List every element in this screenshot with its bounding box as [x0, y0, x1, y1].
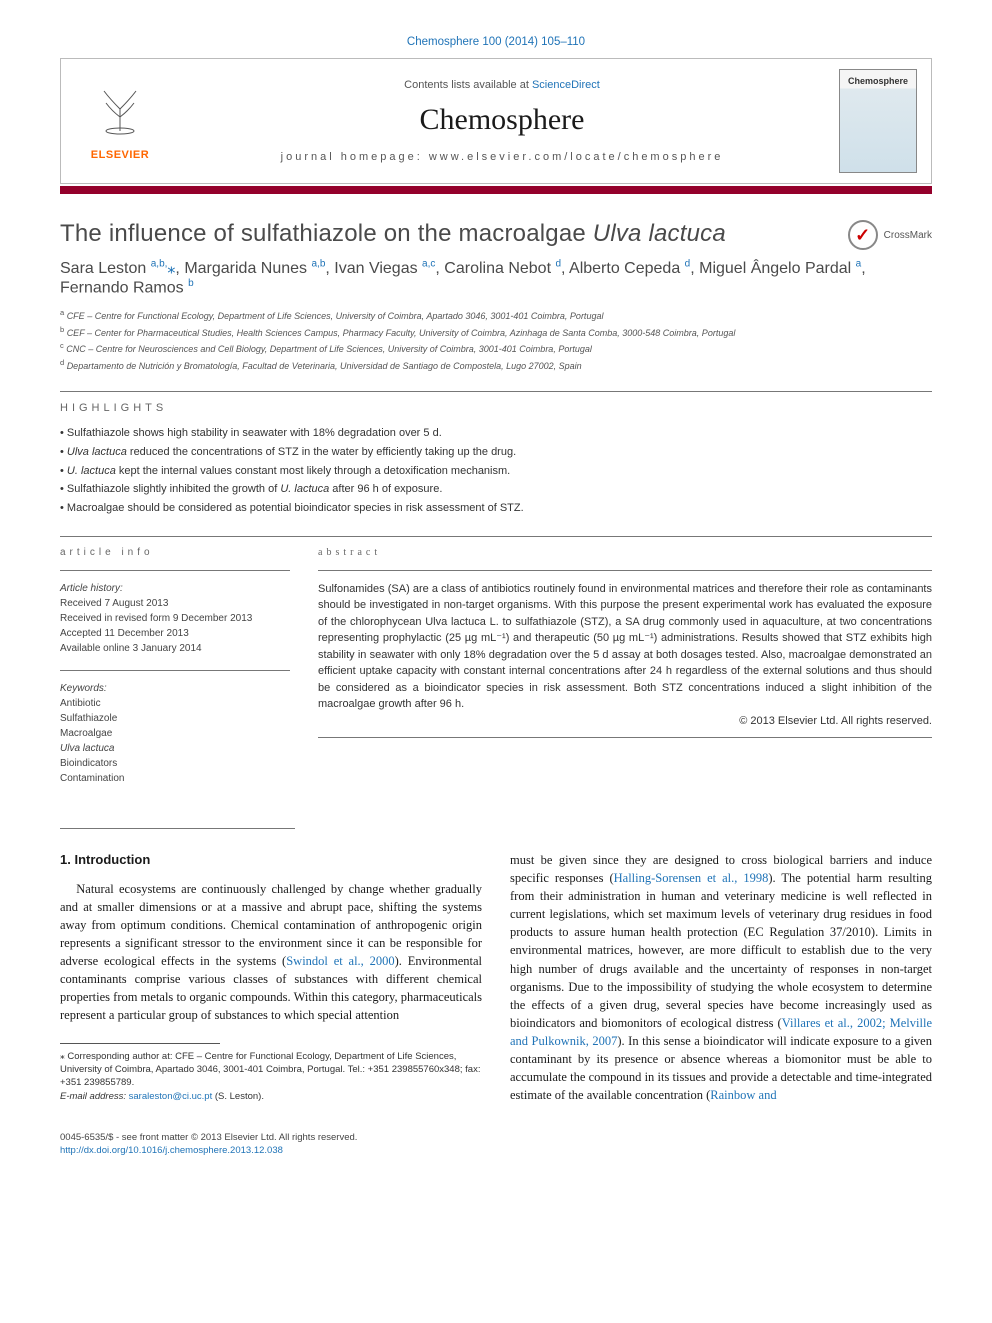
highlight-item: Macroalgae should be considered as poten…: [60, 499, 932, 518]
journal-cover-thumbnail: Chemosphere: [839, 69, 917, 173]
highlight-item: Ulva lactuca reduced the concentrations …: [60, 443, 932, 462]
keyword: Antibiotic: [60, 696, 290, 711]
footnotes: ⁎ Corresponding author at: CFE – Centre …: [60, 1050, 482, 1103]
abstract-label: abstract: [318, 547, 932, 558]
footnote-rule: [60, 1043, 220, 1044]
footer-line: 0045-6535/$ - see front matter © 2013 El…: [60, 1131, 932, 1144]
affiliation: c CNC – Centre for Neurosciences and Cel…: [60, 340, 932, 357]
keyword: Macroalgae: [60, 726, 290, 741]
contents-line: Contents lists available at ScienceDirec…: [165, 79, 839, 91]
affiliation: a CFE – Centre for Functional Ecology, D…: [60, 307, 932, 324]
masthead: ELSEVIER Contents lists available at Sci…: [60, 58, 932, 184]
divider: [318, 737, 932, 738]
citation-link[interactable]: Rainbow and: [710, 1088, 776, 1102]
abstract-copyright: © 2013 Elsevier Ltd. All rights reserved…: [318, 715, 932, 727]
elsevier-label: ELSEVIER: [91, 149, 149, 161]
divider: [60, 828, 295, 829]
keyword: Sulfathiazole: [60, 711, 290, 726]
abstract-text: Sulfonamides (SA) are a class of antibio…: [318, 581, 932, 713]
highlight-item: U. lactuca kept the internal values cons…: [60, 462, 932, 481]
affiliations: a CFE – Centre for Functional Ecology, D…: [60, 307, 932, 373]
divider: [318, 570, 932, 571]
elsevier-tree-icon: [90, 81, 150, 145]
article-title: The influence of sulfathiazole on the ma…: [60, 220, 726, 248]
keywords-label: Keywords:: [60, 681, 290, 696]
article-history: Article history: Received 7 August 2013 …: [60, 581, 290, 656]
authors-line: Sara Leston a,b,⁎, Margarida Nunes a,b, …: [60, 258, 932, 297]
color-bar: [60, 186, 932, 194]
history-item: Received in revised form 9 December 2013: [60, 611, 290, 626]
article-info-label: article info: [60, 547, 290, 558]
divider: [60, 536, 932, 537]
title-plain: The influence of sulfathiazole on the ma…: [60, 220, 593, 247]
elsevier-logo: ELSEVIER: [75, 69, 165, 173]
sciencedirect-link[interactable]: ScienceDirect: [532, 79, 600, 91]
title-species: Ulva lactuca: [593, 220, 726, 247]
history-item: Available online 3 January 2014: [60, 641, 290, 656]
keyword: Contamination: [60, 771, 290, 786]
citation-link[interactable]: Swindol et al., 2000: [286, 954, 394, 968]
highlights-label: highlights: [60, 402, 932, 414]
email-line: E-mail address: saraleston@ci.uc.pt (S. …: [60, 1090, 482, 1103]
highlight-item: Sulfathiazole slightly inhibited the gro…: [60, 480, 932, 499]
crossmark-label: CrossMark: [884, 230, 932, 241]
divider: [60, 570, 290, 571]
affiliation: b CEF – Center for Pharmaceutical Studie…: [60, 324, 932, 341]
paragraph: must be given since they are designed to…: [510, 851, 932, 1105]
highlight-item: Sulfathiazole shows high stability in se…: [60, 424, 932, 443]
journal-title: Chemosphere: [165, 103, 839, 137]
divider: [60, 670, 290, 671]
email-link[interactable]: saraleston@ci.uc.pt: [129, 1091, 213, 1102]
keyword: Bioindicators: [60, 756, 290, 771]
keyword: Ulva lactuca: [60, 741, 290, 756]
article-info-column: article info Article history: Received 7…: [60, 547, 290, 800]
body-text: 1. Introduction Natural ecosystems are c…: [60, 851, 932, 1105]
divider: [60, 391, 932, 392]
doi-link[interactable]: http://dx.doi.org/10.1016/j.chemosphere.…: [60, 1145, 283, 1156]
contents-prefix: Contents lists available at: [404, 79, 532, 91]
crossmark-icon: ✓: [848, 220, 878, 250]
paragraph: Natural ecosystems are continuously chal…: [60, 880, 482, 1025]
section-heading-introduction: 1. Introduction: [60, 851, 482, 870]
page-footer: 0045-6535/$ - see front matter © 2013 El…: [60, 1131, 932, 1158]
highlights-list: Sulfathiazole shows high stability in se…: [60, 424, 932, 517]
citation-link[interactable]: Halling-Sorensen et al., 1998: [614, 871, 769, 885]
history-item: Accepted 11 December 2013: [60, 626, 290, 641]
history-label: Article history:: [60, 581, 290, 596]
keywords-block: Keywords: Antibiotic Sulfathiazole Macro…: [60, 681, 290, 786]
crossmark-badge[interactable]: ✓ CrossMark: [848, 220, 932, 250]
corresponding-author: ⁎ Corresponding author at: CFE – Centre …: [60, 1050, 482, 1090]
affiliation: d Departamento de Nutrición y Bromatolog…: [60, 357, 932, 374]
abstract-column: abstract Sulfonamides (SA) are a class o…: [318, 547, 932, 800]
journal-reference: Chemosphere 100 (2014) 105–110: [60, 36, 932, 48]
history-item: Received 7 August 2013: [60, 596, 290, 611]
journal-homepage: journal homepage: www.elsevier.com/locat…: [165, 151, 839, 163]
